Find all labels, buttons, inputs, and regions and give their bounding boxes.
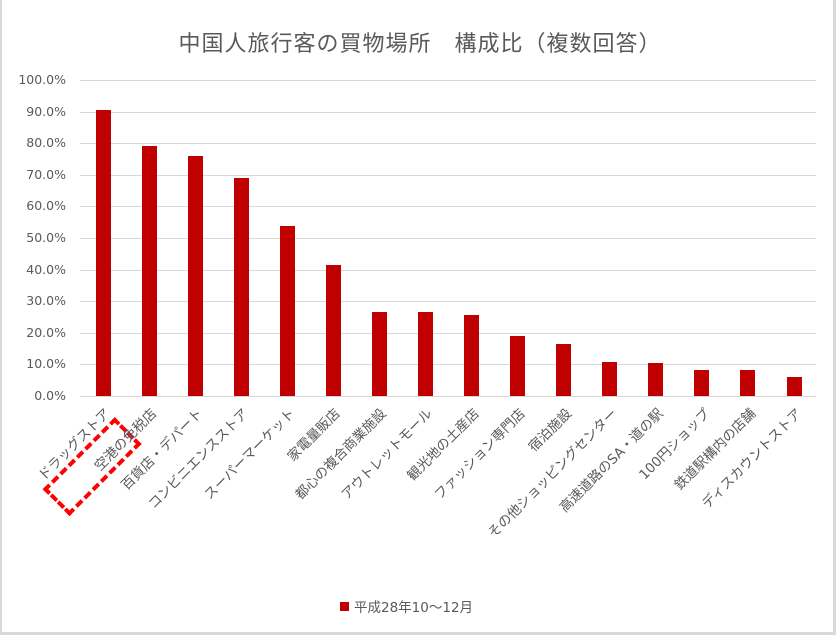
bar [602,361,618,396]
bar [648,363,664,396]
y-tick-label: 0.0% [34,388,66,403]
gridline [80,111,816,113]
gridline [80,174,816,176]
y-tick-label: 50.0% [26,230,66,245]
y-tick-label: 100.0% [18,72,66,87]
bar [141,146,157,396]
bar [279,225,295,396]
y-tick-label: 80.0% [26,135,66,151]
gridline [80,396,816,397]
y-tick-label: 20.0% [26,324,66,340]
bar [187,155,203,396]
bar [510,335,526,396]
gridline [80,364,816,366]
y-tick-label: 60.0% [26,198,66,214]
gridline [80,80,816,81]
bar [233,177,249,396]
legend-swatch [340,601,349,611]
gridline [80,143,816,145]
gridline [80,238,816,239]
bar [95,110,111,396]
chart-title: 中国人旅行客の買物場所 構成比（複数回答） [178,32,662,57]
y-tick-label: 10.0% [26,356,66,372]
gridline [80,332,816,334]
bar [417,311,433,396]
bar [740,370,756,396]
bar [786,377,802,396]
bar [371,311,387,396]
gridline [80,206,816,208]
gridline [80,269,816,271]
gridline [80,301,816,303]
y-tick-label: 90.0% [26,103,66,119]
bar [325,264,341,396]
bar [464,315,480,396]
y-tick-label: 70.0% [26,166,66,182]
bar [556,343,572,396]
legend: 平成28年10～12月 [340,596,473,616]
y-tick-label: 30.0% [26,293,66,309]
y-tick-label: 40.0% [26,261,66,277]
bar [694,370,710,396]
legend-label: 平成28年10～12月 [354,600,474,616]
